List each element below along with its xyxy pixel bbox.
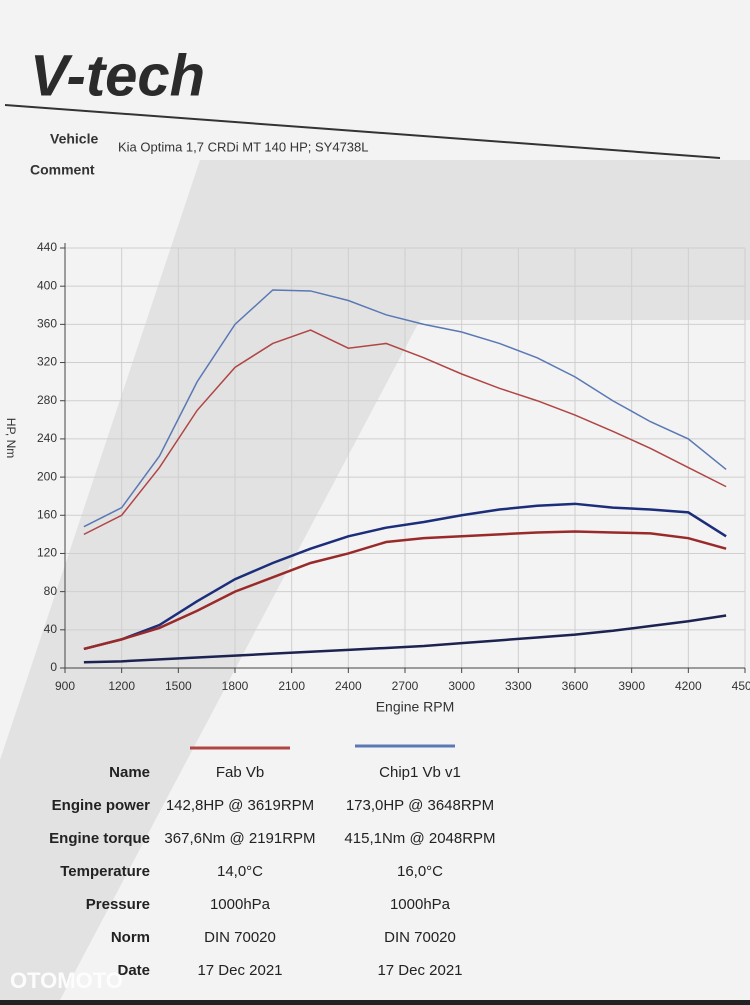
table-label: Date xyxy=(117,962,150,979)
table-cell: 1000hPa xyxy=(390,896,451,913)
x-tick-label: 1800 xyxy=(222,679,249,693)
logo: V-tech xyxy=(30,43,205,108)
series-line xyxy=(83,614,727,664)
table-cell: 367,6Nm @ 2191RPM xyxy=(164,830,315,847)
table-cell: 173,0HP @ 3648RPM xyxy=(346,797,494,814)
y-tick-label: 400 xyxy=(37,278,57,292)
table-cell: 142,8HP @ 3619RPM xyxy=(166,797,314,814)
y-tick-label: 40 xyxy=(44,622,58,636)
series-line xyxy=(83,289,727,528)
x-tick-label: 4200 xyxy=(675,679,702,693)
x-tick-label: 3900 xyxy=(618,679,645,693)
x-tick-label: 1500 xyxy=(165,679,192,693)
x-axis-label: Engine RPM xyxy=(376,699,455,715)
table-label: Temperature xyxy=(60,863,150,880)
table-cell: DIN 70020 xyxy=(204,929,276,946)
x-tick-label: 3300 xyxy=(505,679,532,693)
x-tick-label: 4500 xyxy=(732,679,750,693)
x-tick-label: 2700 xyxy=(392,679,419,693)
y-tick-label: 280 xyxy=(37,393,57,407)
x-tick-label: 2400 xyxy=(335,679,362,693)
chart: 0 40 80 120 160 200 240 280 320 360 400 440 900 1200 1… xyxy=(4,240,750,715)
table-cell: 17 Dec 2021 xyxy=(197,962,282,979)
y-tick-label: 200 xyxy=(37,469,57,483)
vehicle-label: Vehicle xyxy=(50,131,98,147)
y-tick-label: 320 xyxy=(37,355,57,369)
table-cell: 1000hPa xyxy=(210,896,271,913)
vehicle: Kia Optima 1,7 CRDi MT 140 HP; SY4738L xyxy=(118,139,369,154)
table-label: Engine torque xyxy=(49,830,150,847)
y-tick-label: 120 xyxy=(37,546,57,560)
x-tick-label: 2100 xyxy=(278,679,305,693)
series-line xyxy=(83,329,727,536)
legend-label: Chip1 Vb v1 xyxy=(379,764,461,781)
x-tick-label: 3600 xyxy=(562,679,589,693)
table-label: Norm xyxy=(111,929,150,946)
legend-label: Fab Vb xyxy=(216,764,264,781)
x-tick-label: 1200 xyxy=(108,679,135,693)
x-tick-label: 900 xyxy=(55,679,75,693)
y-tick-label: 240 xyxy=(37,431,57,445)
y-tick-label: 440 xyxy=(37,240,57,254)
summary-table: Name Fab Vb Chip1 Vb v1 Engine power 142,8HP… xyxy=(49,744,496,979)
table-cell: 14,0°C xyxy=(217,863,263,880)
x-tick-label: 3000 xyxy=(448,679,475,693)
table-cell: 17 Dec 2021 xyxy=(377,962,462,979)
y-tick-label: 80 xyxy=(44,584,58,598)
series-line xyxy=(83,502,727,651)
table-cell: 16,0°C xyxy=(397,863,443,880)
table-cell: 415,1Nm @ 2048RPM xyxy=(344,830,495,847)
y-tick-label: 0 xyxy=(50,660,57,674)
table-label: Pressure xyxy=(86,896,150,913)
table-label: Name xyxy=(109,764,150,781)
y-tick-label: 360 xyxy=(37,317,57,331)
table-label: Engine power xyxy=(52,797,151,814)
y-tick-label: 160 xyxy=(37,507,57,521)
series-line xyxy=(83,530,727,651)
background-shape xyxy=(0,160,750,1000)
watermark: OTOMOTO xyxy=(10,968,123,993)
table-cell: DIN 70020 xyxy=(384,929,456,946)
comment-label: Comment xyxy=(30,162,95,178)
header-rule xyxy=(4,104,721,159)
y-axis-label: HP, Nm xyxy=(4,418,18,458)
